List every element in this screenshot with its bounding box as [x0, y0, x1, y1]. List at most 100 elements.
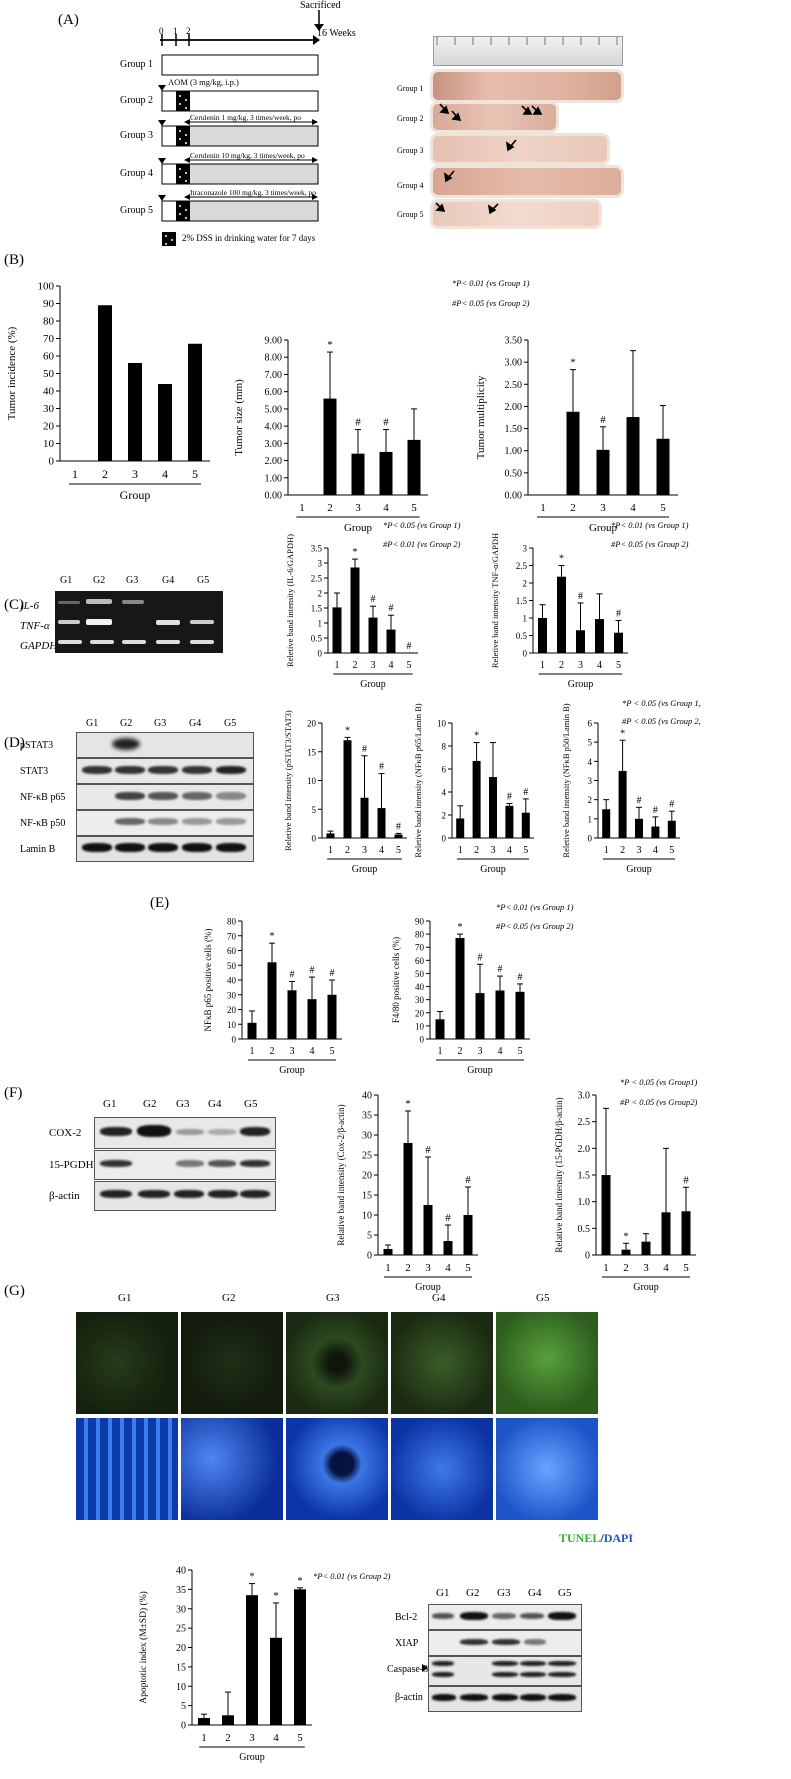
x-tick-label: 2	[327, 502, 333, 514]
bar	[128, 363, 142, 461]
x-tick-label: 3	[362, 845, 367, 856]
y-tick-label: 6	[588, 719, 593, 729]
y-axis-label: F4/80 positive cells (%)	[391, 937, 401, 1023]
x-tick-label: 4	[630, 502, 636, 514]
bar	[294, 1589, 306, 1725]
y-tick-label: 6	[442, 765, 447, 775]
bar	[307, 999, 317, 1039]
y-tick-label: 60	[227, 946, 237, 956]
y-tick-label: 0	[367, 1251, 372, 1262]
bar	[635, 818, 643, 838]
panelC-note-2: #P< 0.01 (vs Group 2)	[383, 539, 461, 549]
bar	[287, 990, 297, 1039]
treat-3-label: Cerulenin 1 mg/kg, 3 times/week, po	[190, 113, 302, 122]
group-4-label: Group 4	[120, 168, 154, 179]
significance-mark: #	[310, 965, 315, 976]
chart-tumor-incidence: 0 10 20 30 40 50 60 70 80 90 100 1 2 3 4 5 Group Tumor in…	[6, 281, 210, 502]
gel-c-lane-2: G2	[93, 575, 106, 586]
bar	[566, 411, 580, 495]
y-tick-label: 10	[176, 1682, 186, 1693]
y-tick-label: 0	[442, 834, 447, 844]
blot-band	[216, 792, 246, 800]
panelF-note-1: *P < 0.05 (vs Group1)	[620, 1077, 698, 1087]
bar	[350, 567, 360, 653]
y-tick-label: 30	[227, 990, 237, 1000]
y-tick-label: 0	[585, 1251, 590, 1262]
chart-nfkb-p65-cells: 0 10 20 30 40 50 60 70 80 1 * 2 #3 #4 #5 Group NFκB p65 …	[203, 917, 342, 1076]
y-tick-label: 3.0	[578, 1091, 591, 1102]
bar	[403, 1143, 413, 1255]
y-tick-label: 70	[227, 931, 237, 941]
blot-d-lane-5: G5	[224, 718, 237, 729]
photo-group-3-label: Group 3	[397, 146, 424, 155]
significance-mark: #	[578, 591, 583, 602]
x-tick-label: 3	[132, 467, 138, 481]
bar	[368, 617, 378, 653]
x-tick-label: 1	[438, 1046, 443, 1057]
x-tick-label: 4	[663, 1262, 669, 1274]
x-tick-label: 4	[273, 1732, 279, 1744]
panel-label-d: (D)	[4, 735, 25, 751]
micro-lane-2: G2	[222, 1292, 236, 1304]
significance-mark: #	[389, 603, 394, 614]
significance-mark: *	[327, 339, 333, 351]
blot-band	[115, 843, 145, 852]
x-tick-label: 2	[345, 845, 350, 856]
blot-band	[208, 1129, 236, 1135]
significance-mark: *	[345, 725, 350, 736]
bar	[343, 740, 352, 838]
blot-band	[112, 738, 140, 750]
y-tick-label: 2.00	[505, 402, 523, 413]
bar	[505, 805, 514, 838]
x-axis-label: Group	[279, 1065, 305, 1076]
blot-band	[100, 1127, 132, 1136]
bar	[198, 1718, 210, 1725]
colon-group-1	[433, 72, 621, 100]
x-tick-label: 3	[637, 845, 642, 856]
dapi-image-g5	[496, 1418, 598, 1520]
significance-mark: #	[616, 608, 621, 619]
x-tick-label: 5	[523, 845, 528, 856]
y-tick-label: 80	[415, 930, 425, 940]
significance-mark: *	[249, 1571, 255, 1583]
blot-d-lane-1: G1	[86, 718, 99, 729]
blot-band	[82, 766, 112, 774]
y-tick-label: 60	[415, 956, 425, 966]
bar	[681, 1211, 691, 1255]
bar	[614, 632, 623, 653]
significance-mark: #	[383, 417, 389, 429]
blot-band	[548, 1661, 576, 1666]
x-axis-label: Group	[633, 1282, 659, 1293]
blot-band	[548, 1694, 576, 1701]
x-axis-label: Group	[415, 1282, 441, 1293]
y-axis-label: Reletive band intensity (NFκB p65/Lamin …	[413, 703, 423, 857]
y-tick-label: 2.5	[516, 561, 528, 571]
bar	[394, 834, 403, 838]
x-tick-label: 5	[683, 1262, 689, 1274]
panelE-note-1: *P< 0.01 (vs Group 1)	[496, 902, 574, 912]
blot-band	[240, 1190, 270, 1198]
gel-band	[190, 640, 214, 644]
significance-mark: #	[371, 594, 376, 605]
y-axis-label: Relative band intensity (15-PGDH/β-actin…	[554, 1097, 564, 1252]
bar	[270, 1637, 282, 1725]
bar	[656, 438, 670, 495]
blot-f-row-15pgdh: 15-PGDH	[49, 1159, 94, 1171]
x-tick-label: 4	[653, 845, 658, 856]
gel-band	[86, 619, 112, 625]
gel-band	[122, 640, 146, 644]
x-tick-label: 2	[474, 845, 479, 856]
blot-d-row-p65: NF-κB p65	[20, 792, 66, 803]
significance-mark: *	[270, 931, 275, 942]
bar	[326, 833, 335, 838]
blot-band	[148, 792, 178, 800]
x-tick-label: 5	[411, 502, 417, 514]
y-tick-label: 0.50	[505, 468, 523, 479]
blot-band	[216, 843, 246, 852]
x-tick-label: 2	[225, 1732, 231, 1744]
blot-d-row-stat3: STAT3	[20, 766, 49, 777]
blot-band	[82, 843, 112, 852]
y-tick-label: 2.5	[311, 574, 323, 584]
x-axis-label: Group	[626, 864, 652, 875]
y-tick-label: 0	[420, 1035, 425, 1045]
